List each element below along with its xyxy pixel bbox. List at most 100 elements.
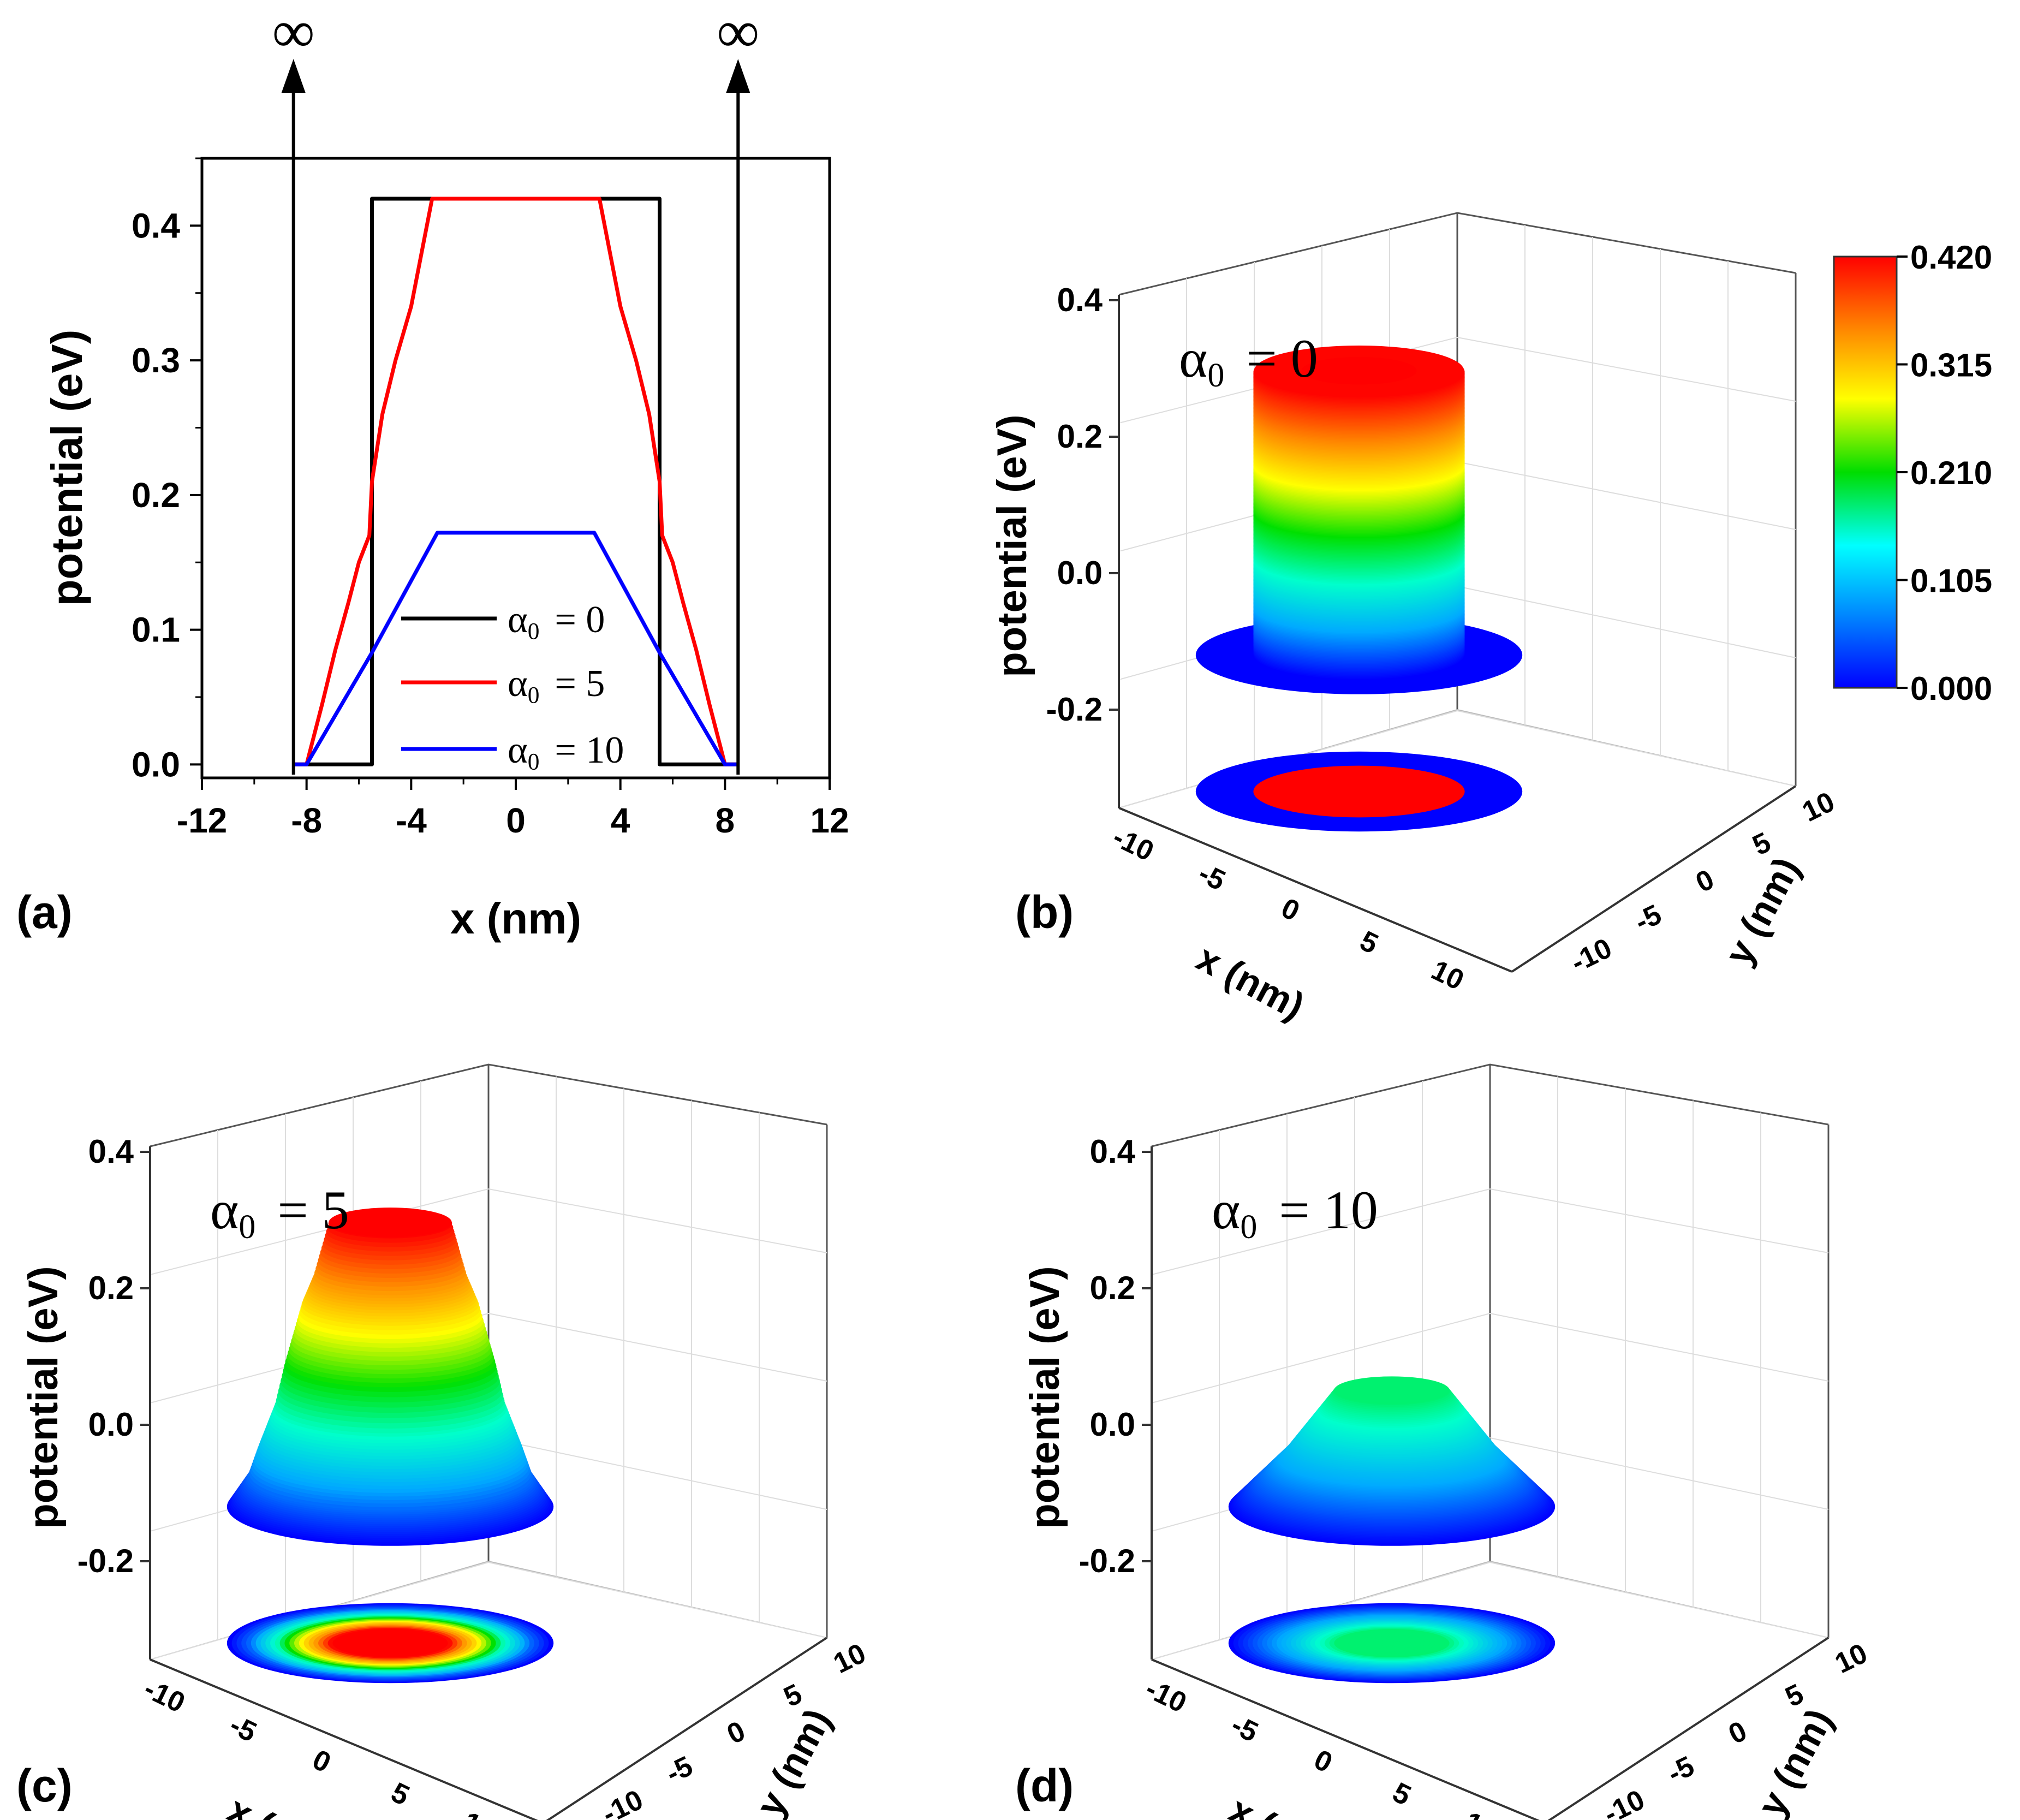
- gridline: [1489, 1437, 1829, 1510]
- y-axis-line: [1547, 1637, 1830, 1820]
- x-tick-label: -8: [291, 801, 322, 840]
- panel-label-d: (d): [1015, 1760, 1074, 1811]
- legend-label-2: α0 = 10: [508, 729, 624, 775]
- x-axis-line: [150, 1658, 538, 1820]
- y-tick-label: -10: [1566, 932, 1617, 979]
- x-tick-label: 10: [458, 1806, 500, 1820]
- x-tick-label: -10: [1141, 1673, 1191, 1719]
- x-tick-label: 5: [386, 1776, 414, 1812]
- y-tick-label: 0.0: [132, 745, 180, 784]
- x-tick-label: 10: [1459, 1806, 1501, 1820]
- gridline: [1457, 710, 1796, 787]
- x-tick-label: -4: [396, 801, 427, 840]
- alpha-annotation: α0 = 10: [1212, 1180, 1378, 1246]
- x-tick-label: -12: [177, 801, 228, 840]
- panel-a-x-axis-label: x (nm): [450, 894, 581, 943]
- x-tick-label: 4: [611, 801, 630, 840]
- infinity-label-left: ∞: [272, 0, 314, 65]
- y-tick-label: 0.1: [132, 610, 180, 650]
- gridline: [1457, 461, 1796, 530]
- x-tick-label: 0: [1277, 892, 1304, 927]
- y-tick-label: -10: [597, 1784, 648, 1820]
- x-tick-label: 8: [716, 801, 735, 840]
- gridline: [1457, 586, 1796, 658]
- x-tick-label: 10: [1427, 954, 1469, 996]
- series-line-2: [293, 531, 738, 766]
- y-tick-label: -10: [1599, 1784, 1649, 1820]
- colorbar-tick-label: 0.105: [1910, 563, 1992, 599]
- z-tick-label: -0.2: [78, 1543, 134, 1579]
- y-tick-label: 0.2: [132, 475, 180, 515]
- z-axis-label: potential (eV): [1022, 1266, 1068, 1528]
- gridline: [488, 1437, 827, 1510]
- z-tick-label: 0.2: [1090, 1270, 1135, 1306]
- y-tick-label: 0.3: [132, 341, 180, 380]
- panel-d-surface: 0.4 0.2 0.0 -0.2 potential (eV) -10 -5 0 5 10 x (n…: [1022, 1063, 1872, 1820]
- x-tick-label: -5: [1226, 1709, 1263, 1748]
- colorbar-tick-label: 0.000: [1910, 670, 1992, 707]
- x-tick-label: -10: [139, 1673, 190, 1719]
- colorbar: 0.420 0.315 0.210 0.105 0.000: [1833, 239, 1992, 707]
- z-tick-label: 0.4: [88, 1133, 134, 1170]
- legend-label-1: α0 = 5: [508, 663, 605, 709]
- z-tick-label: 0.2: [1057, 418, 1103, 455]
- z-axis-label: potential (eV): [989, 414, 1035, 677]
- gridline: [150, 1188, 489, 1275]
- x-axis-line: [1118, 807, 1512, 973]
- z-tick-label: 0.0: [1090, 1406, 1135, 1443]
- y-axis-label: y (nm): [748, 1702, 839, 1820]
- alpha-annotation: α0 = 0: [1179, 328, 1318, 394]
- z-tick-label: 0.4: [1090, 1133, 1136, 1170]
- colorbar-tick-label: 0.210: [1910, 455, 1992, 491]
- gridline: [1151, 1188, 1491, 1275]
- x-axis-label: x (nm): [221, 1788, 342, 1820]
- y-tick-label: -5: [661, 1750, 698, 1789]
- y-tick-label: -5: [1663, 1750, 1699, 1789]
- y-tick-label: 0: [722, 1715, 750, 1751]
- gridline: [1489, 1562, 1829, 1638]
- y-tick-label: 10: [1830, 1638, 1872, 1680]
- x-tick-label: 5: [1388, 1776, 1416, 1812]
- x-axis-line: [1151, 1658, 1540, 1820]
- surface-top-cap: [1301, 356, 1417, 385]
- y-axis-line: [546, 1637, 828, 1820]
- y-tick-label: 10: [1797, 786, 1839, 828]
- gridline: [1457, 337, 1796, 402]
- x-axis-label: x (nm): [1223, 1788, 1344, 1820]
- floor-projection-ring: [1354, 790, 1364, 793]
- alpha-annotation: α0 = 5: [210, 1180, 349, 1246]
- infinite-wall-arrowhead: [726, 59, 750, 93]
- panel-label-c: (c): [16, 1760, 73, 1811]
- gridline: [1489, 1313, 1829, 1382]
- x-tick-label: 0: [1309, 1744, 1337, 1779]
- gridline: [488, 1188, 827, 1253]
- z-tick-label: 0.4: [1057, 282, 1103, 318]
- z-tick-label: 0.0: [1057, 555, 1103, 591]
- gridline: [1151, 1313, 1491, 1403]
- panel-c-surface: 0.4 0.2 0.0 -0.2 potential (eV) -10 -5 0 5 10 x (n…: [20, 1063, 871, 1820]
- x-tick-label: 0: [506, 801, 526, 840]
- y-tick-label: -5: [1630, 899, 1666, 938]
- x-tick-label: 5: [1355, 925, 1383, 960]
- colorbar-gradient: [1833, 255, 1898, 689]
- gridline: [488, 1562, 827, 1638]
- gridline: [488, 1313, 827, 1382]
- z-tick-label: -0.2: [1046, 691, 1103, 728]
- floor-projection-ring: [385, 1641, 395, 1645]
- z-axis-label: potential (eV): [20, 1266, 67, 1528]
- infinity-label-right: ∞: [717, 0, 759, 65]
- gridline: [1489, 1188, 1829, 1253]
- panel-b-surface: 0.4 0.2 0.0 -0.2 potential (eV) -10 -5 0 5 10 x (n…: [989, 212, 1839, 1028]
- x-tick-label: -10: [1108, 821, 1159, 867]
- surface-top-cap: [329, 1208, 452, 1238]
- floor-projection-ring: [1387, 1641, 1397, 1645]
- panel-label-b: (b): [1015, 887, 1074, 938]
- z-tick-label: 0.0: [88, 1406, 134, 1443]
- panel-a-y-axis-label: potential (eV): [43, 330, 91, 606]
- x-tick-label: -5: [225, 1709, 261, 1748]
- colorbar-tick-label: 0.420: [1910, 239, 1992, 276]
- x-tick-label: -5: [1194, 858, 1230, 897]
- series-line-1: [293, 197, 738, 766]
- panel-a-line-chart: -12 -8 -4 0 4 8 12 0.0 0.1 0.2 0.3 0.4 ∞ ∞ x (nm) p…: [43, 0, 849, 943]
